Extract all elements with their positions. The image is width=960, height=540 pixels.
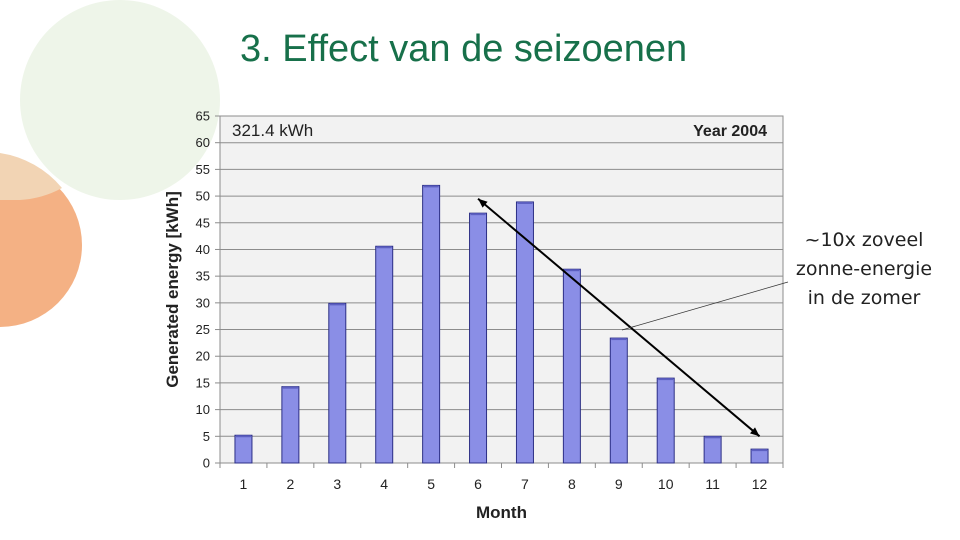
x-tick-label: 7 xyxy=(521,476,529,492)
x-tick-label: 11 xyxy=(705,476,720,492)
chart: 0 5 10 15 20 25 30 35 40 45 50 55 60 65 1 2 3 4 5 6 7 8 9 10 11 1… xyxy=(150,92,810,532)
bar-month-2 xyxy=(281,386,300,464)
bar-month-5 xyxy=(422,184,441,464)
y-tick-label: 45 xyxy=(196,215,210,230)
bar-month-10 xyxy=(656,377,675,464)
trend-arrow-head-end xyxy=(749,427,760,437)
bar-month-7 xyxy=(515,201,534,464)
x-tick-label: 3 xyxy=(333,476,341,492)
y-tick-label: 10 xyxy=(196,402,210,417)
y-tick-label: 40 xyxy=(196,242,210,257)
y-tick-label: 25 xyxy=(196,322,210,337)
y-tick-label: 30 xyxy=(196,295,210,310)
y-tick-label: 65 xyxy=(196,109,210,124)
chart-year-label: Year 2004 xyxy=(693,123,767,140)
slide-title: 3. Effect van de seizoenen xyxy=(240,28,688,70)
bar-month-4 xyxy=(375,245,394,464)
annotation-line-3: in de zomer xyxy=(807,287,921,309)
x-axis-title: Month xyxy=(476,503,527,522)
y-tick-label: 20 xyxy=(196,349,210,364)
chart-total-label: 321.4 kWh xyxy=(232,121,313,140)
bar-month-12 xyxy=(750,448,769,464)
x-tick-label: 5 xyxy=(427,476,435,492)
y-tick-label: 35 xyxy=(196,269,210,284)
x-tick-label: 4 xyxy=(380,476,388,492)
bar-month-8 xyxy=(562,268,581,464)
x-tick-label: 12 xyxy=(752,476,768,492)
y-tick-label: 50 xyxy=(196,189,210,204)
y-tick-label: 15 xyxy=(196,375,210,390)
x-tick-label: 1 xyxy=(240,476,248,492)
y-tick-label: 0 xyxy=(203,456,210,471)
annotation-line-1: ~10x zoveel xyxy=(804,229,924,251)
x-tick-label: 6 xyxy=(474,476,482,492)
y-axis-title: Generated energy [kWh] xyxy=(163,191,182,388)
y-tick-label: 60 xyxy=(196,135,210,150)
bar-month-6 xyxy=(469,212,488,464)
bar-month-1 xyxy=(234,434,253,464)
annotation-line-2: zonne-energie xyxy=(795,258,933,280)
plot-area xyxy=(220,116,783,463)
bar-month-9 xyxy=(609,337,628,464)
y-tick-label: 5 xyxy=(203,429,210,444)
trend-arrow-head-start xyxy=(478,198,488,208)
annotation-text: ~10x zoveel zonne-energie in de zomer xyxy=(778,226,950,313)
x-tick-label: 8 xyxy=(568,476,576,492)
trend-arrow-line xyxy=(477,197,761,438)
y-tick-label: 55 xyxy=(196,162,210,177)
x-tick-label: 9 xyxy=(615,476,623,492)
bar-month-3 xyxy=(328,302,347,464)
x-tick-label: 2 xyxy=(286,476,294,492)
bar-month-11 xyxy=(703,435,722,464)
x-tick-label: 10 xyxy=(658,476,674,492)
